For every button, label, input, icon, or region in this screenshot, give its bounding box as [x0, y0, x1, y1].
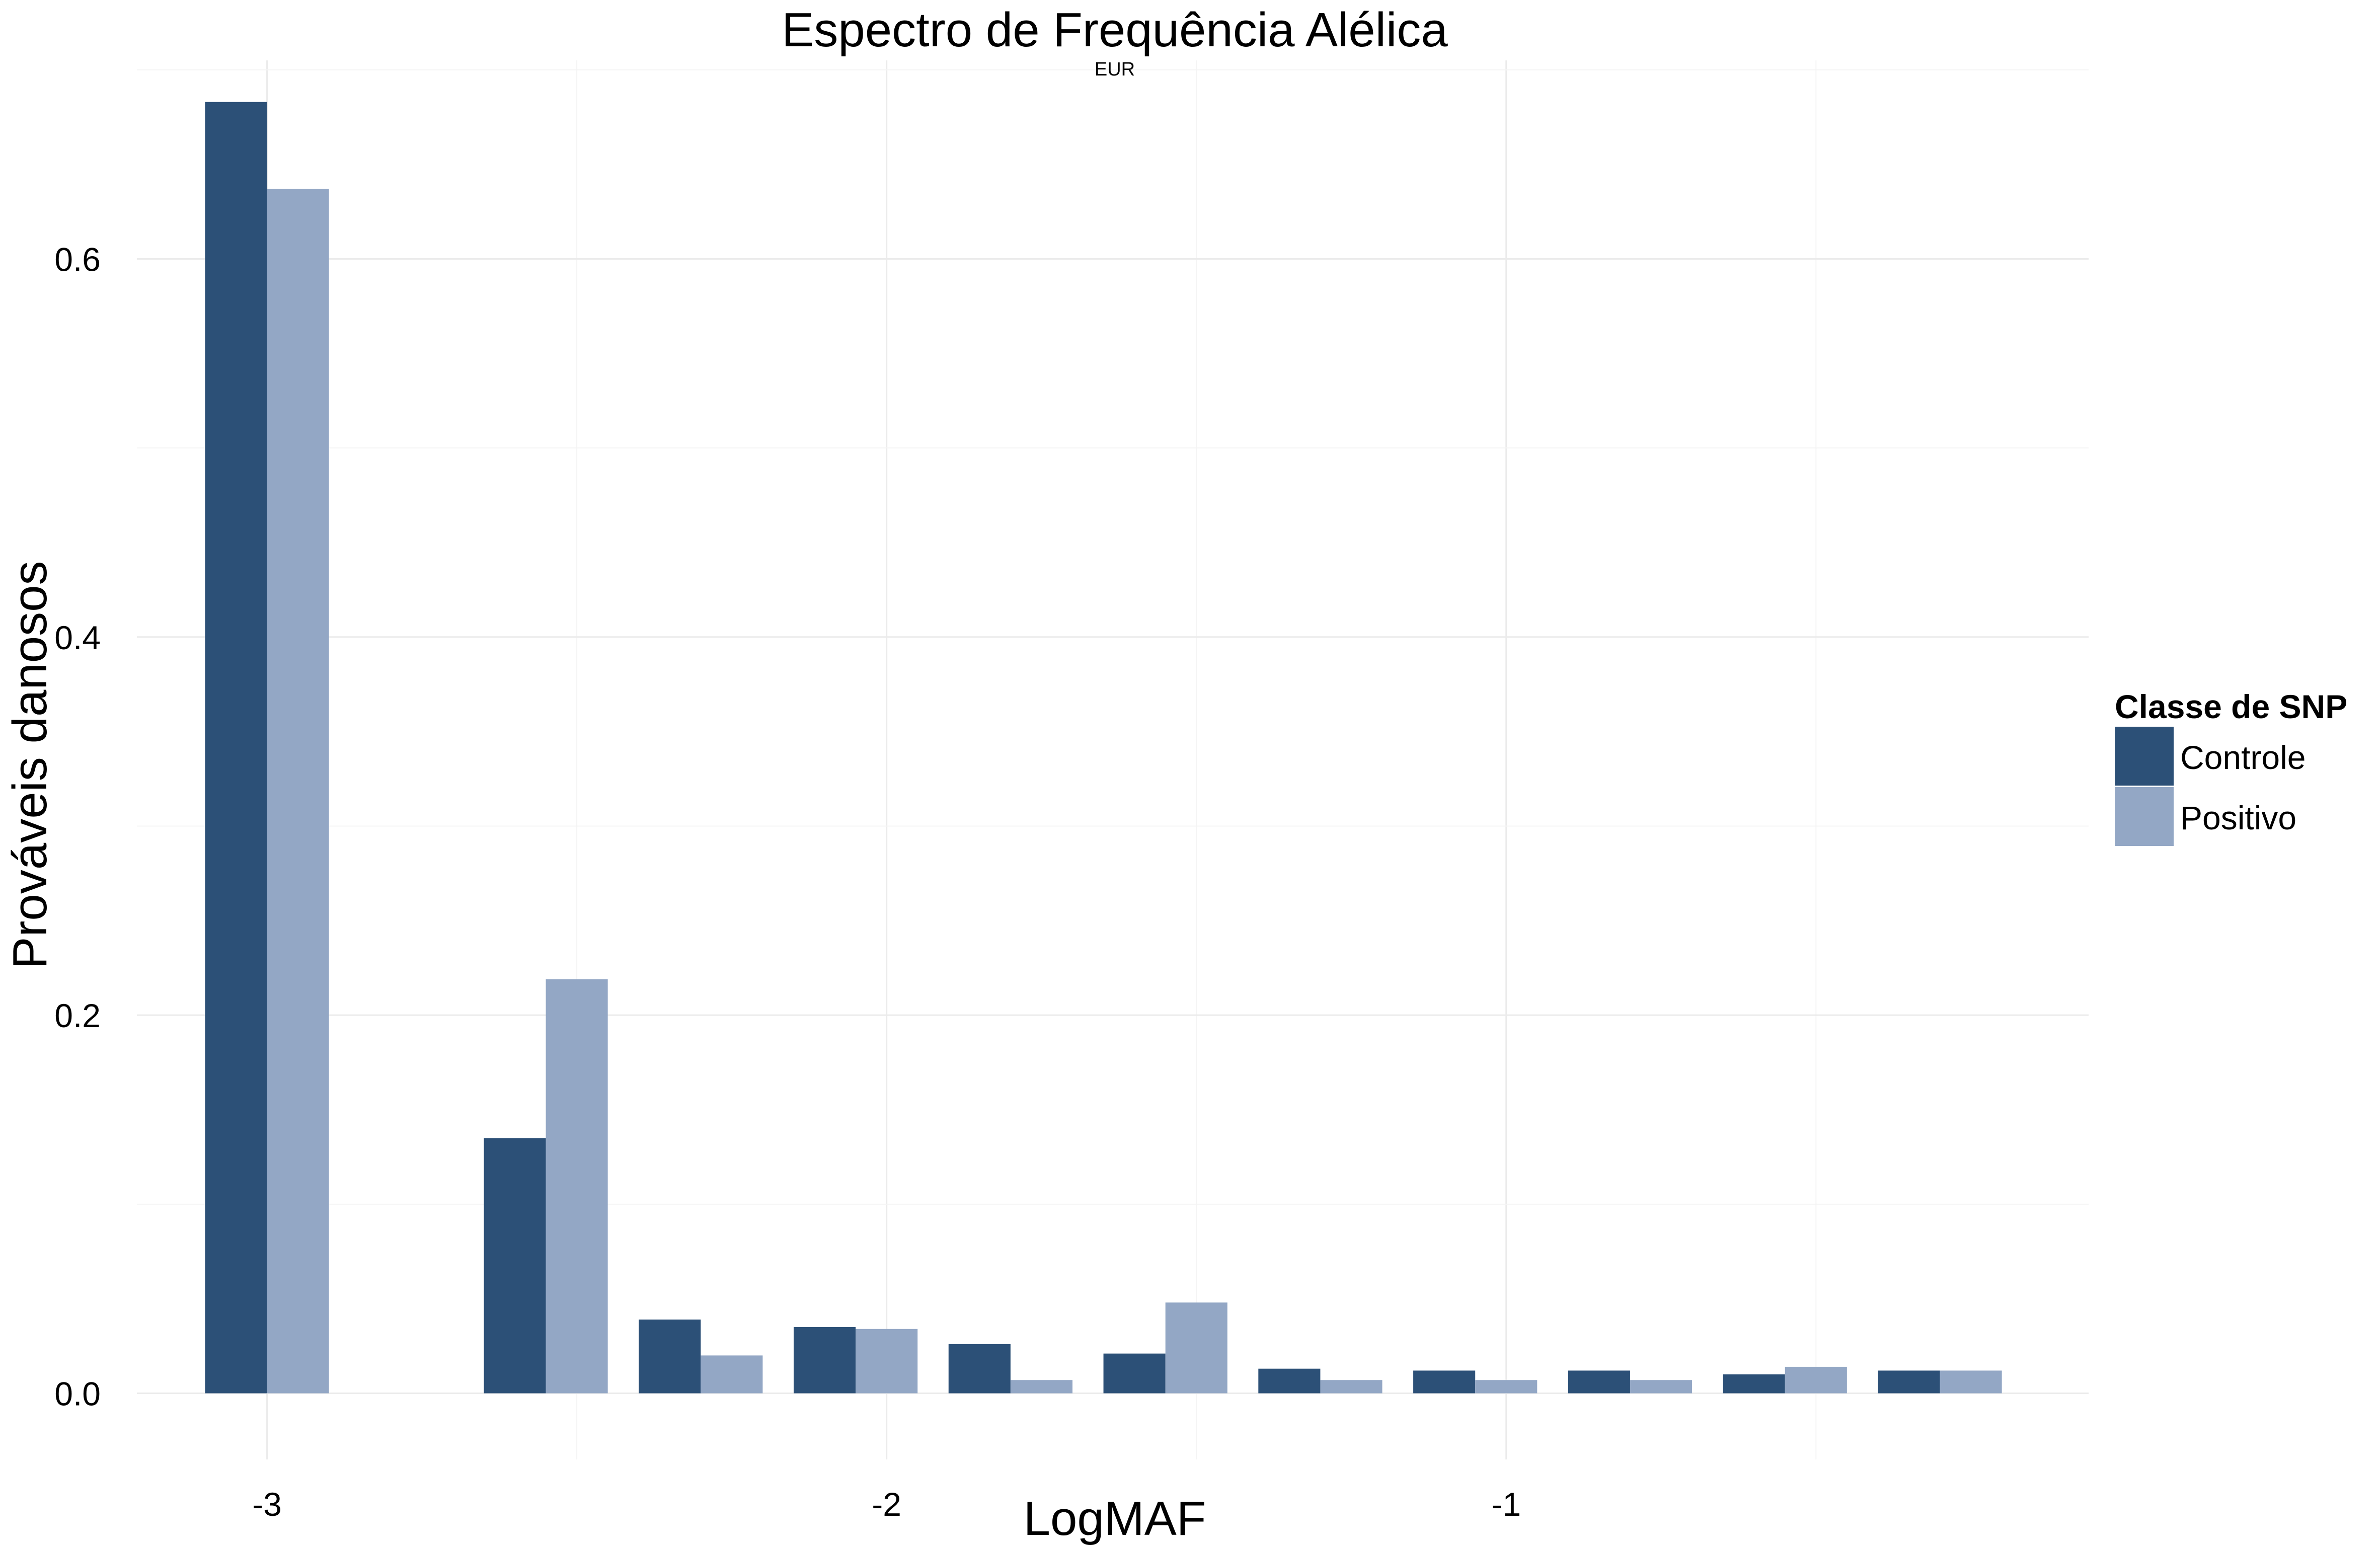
bar-positivo-3 — [856, 1329, 918, 1394]
bar-controle-3 — [793, 1327, 856, 1394]
chart-subtitle: EUR — [1095, 59, 1135, 80]
bars — [205, 102, 2002, 1394]
bar-positivo-7 — [1475, 1380, 1538, 1394]
legend-key-controle — [2115, 727, 2174, 786]
bar-positivo-10 — [1940, 1370, 2002, 1394]
legend-title: Classe de SNP — [2115, 688, 2347, 725]
y-tick-label: 0.2 — [54, 997, 101, 1034]
x-tick-label: -3 — [252, 1486, 282, 1523]
bar-positivo-6 — [1320, 1380, 1383, 1394]
bar-controle-2 — [639, 1320, 701, 1394]
y-tick-label: 0.0 — [54, 1375, 101, 1413]
bar-controle-9 — [1723, 1374, 1785, 1394]
legend-label-controle: Controle — [2180, 739, 2306, 776]
bar-positivo-8 — [1630, 1380, 1693, 1394]
bar-positivo-9 — [1785, 1366, 1847, 1394]
bar-positivo-4 — [1010, 1380, 1072, 1394]
bar-positivo-2 — [701, 1355, 763, 1394]
legend: Classe de SNP Controle Positivo — [2115, 688, 2347, 846]
x-tick-label: -2 — [872, 1486, 901, 1523]
x-axis-title: LogMAF — [1024, 1492, 1206, 1545]
legend-key-positivo — [2115, 787, 2174, 846]
bar-positivo-1 — [546, 979, 608, 1394]
tick-labels: -3 -2 -1 0.0 0.2 0.4 0.6 — [54, 241, 1521, 1523]
bar-controle-1 — [484, 1138, 546, 1394]
bar-positivo-0 — [267, 189, 329, 1394]
y-tick-label: 0.6 — [54, 241, 101, 278]
legend-label-positivo: Positivo — [2180, 799, 2296, 836]
bar-controle-10 — [1878, 1370, 1940, 1394]
bar-controle-4 — [948, 1344, 1011, 1394]
bar-controle-7 — [1413, 1370, 1476, 1394]
chart-title: Espectro de Frequência Alélica — [782, 3, 1448, 57]
bar-positivo-5 — [1165, 1302, 1227, 1394]
bar-controle-6 — [1258, 1368, 1321, 1394]
grid — [137, 60, 2089, 1459]
y-tick-label: 0.4 — [54, 619, 101, 656]
bar-controle-5 — [1103, 1353, 1166, 1394]
x-tick-label: -1 — [1491, 1486, 1521, 1523]
y-axis-title: Prováveis danosos — [3, 561, 57, 969]
bar-controle-0 — [205, 102, 267, 1394]
bar-controle-8 — [1568, 1370, 1630, 1394]
